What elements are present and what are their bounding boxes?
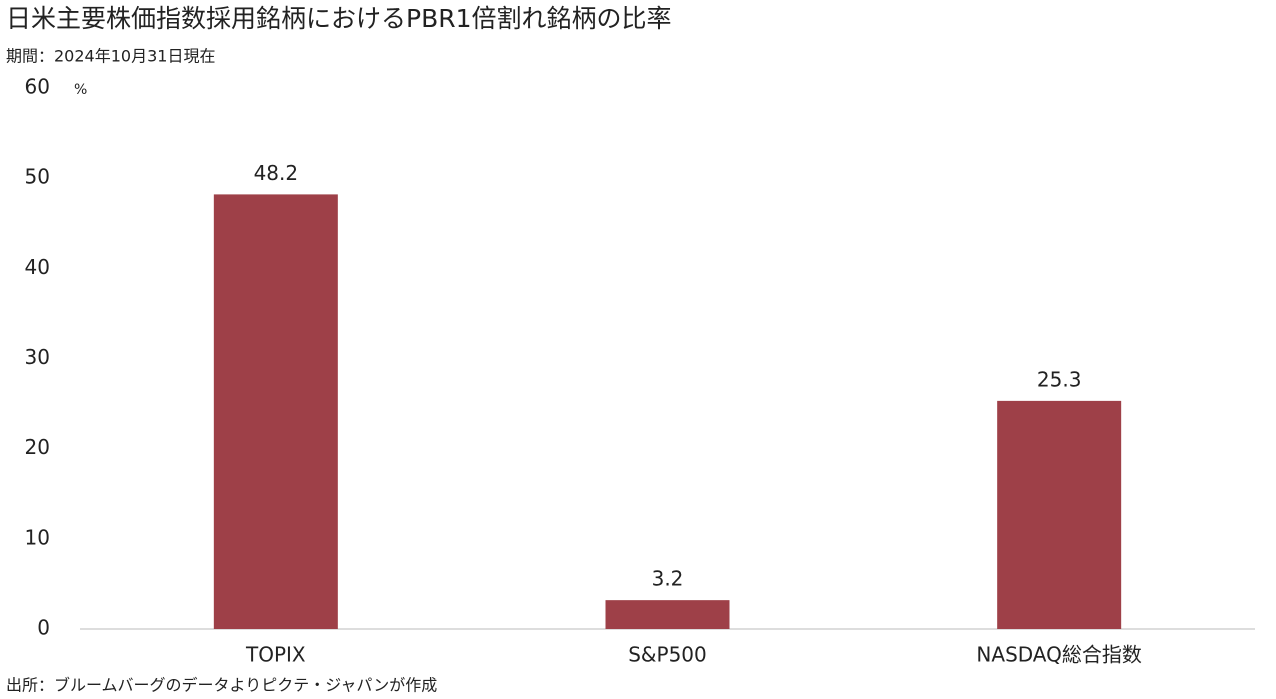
x-tick-label: TOPIX xyxy=(245,643,306,667)
y-tick-label: 0 xyxy=(37,616,50,640)
chart-title: 日米主要株価指数採用銘柄におけるPBR1倍割れ銘柄の比率 xyxy=(6,4,672,33)
value-label: 48.2 xyxy=(254,161,299,185)
value-label: 25.3 xyxy=(1037,367,1082,391)
x-tick-label: S&P500 xyxy=(628,643,707,667)
source-note: 出所：ブルームバーグのデータよりピクテ・ジャパンが作成 xyxy=(6,676,437,695)
y-unit: % xyxy=(74,82,87,98)
chart-subtitle: 期間：2024年10月31日現在 xyxy=(6,47,215,66)
y-tick-label: 20 xyxy=(25,435,50,459)
bar xyxy=(213,194,338,629)
y-tick-label: 40 xyxy=(25,255,50,279)
y-tick-label: 50 xyxy=(25,165,50,189)
y-tick-label: 30 xyxy=(25,345,50,369)
value-label: 3.2 xyxy=(652,567,684,591)
y-tick-label: 60 xyxy=(25,75,50,99)
x-tick-label: NASDAQ総合指数 xyxy=(976,643,1141,667)
bar xyxy=(997,400,1122,629)
bar xyxy=(605,600,730,629)
y-tick-label: 10 xyxy=(25,525,50,549)
